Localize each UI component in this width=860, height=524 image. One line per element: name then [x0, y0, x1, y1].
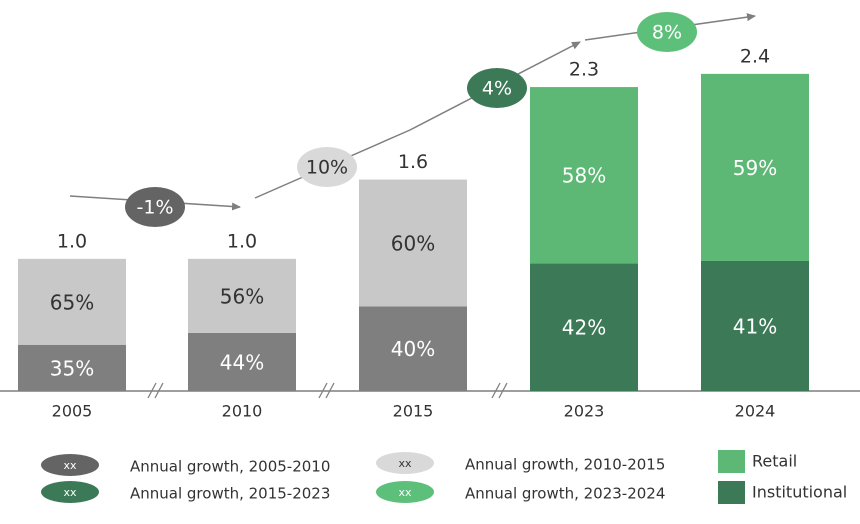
growth-label: 4% — [482, 78, 512, 100]
bar-segment — [359, 306, 467, 391]
segment-label: 44% — [220, 350, 264, 374]
break-mark — [318, 382, 328, 399]
segment-label: 59% — [733, 156, 777, 180]
segment-label: 41% — [733, 314, 777, 338]
total-label: 1.0 — [57, 230, 87, 252]
segment-label: 35% — [50, 356, 94, 380]
break-mark — [325, 382, 335, 399]
x-tick-label: 2005 — [52, 402, 93, 421]
bar-segment — [701, 260, 809, 391]
legend-symbol-text: xx — [398, 457, 412, 470]
legend-symbol — [41, 454, 99, 476]
segment-label: 65% — [50, 290, 94, 314]
legend-symbol — [41, 481, 99, 503]
axis-breaks — [147, 382, 508, 399]
legend-swatch — [718, 450, 745, 473]
growth-label: 8% — [652, 22, 682, 44]
break-mark — [147, 382, 157, 399]
growth-label: -1% — [137, 197, 174, 219]
legend-symbol-text: xx — [398, 486, 412, 499]
legend-symbol-text: xx — [63, 459, 77, 472]
legend-symbol-text: xx — [63, 486, 77, 499]
growth-label: 10% — [306, 157, 348, 179]
legend-label: Retail — [752, 452, 797, 471]
bar-segment — [701, 73, 809, 261]
growth-bubble — [467, 68, 527, 108]
total-label: 2.4 — [740, 45, 770, 67]
legend-label: Annual growth, 2023-2024 — [465, 485, 665, 503]
bar-segment — [188, 258, 296, 333]
segment-label: 42% — [562, 316, 606, 340]
x-tick-label: 2023 — [564, 402, 605, 421]
bar-segment — [188, 332, 296, 391]
legend-symbol — [376, 452, 434, 474]
break-mark — [498, 382, 508, 399]
growth-bubble — [637, 12, 697, 52]
x-tick-label: 2015 — [393, 402, 434, 421]
x-tick-label: 2024 — [735, 402, 776, 421]
break-mark — [491, 382, 501, 399]
legend-label: Annual growth, 2015-2023 — [130, 485, 330, 503]
total-label: 2.3 — [569, 59, 599, 81]
bar-segment — [359, 179, 467, 307]
legend-label: Annual growth, 2005-2010 — [130, 458, 330, 476]
growth-bubble — [297, 147, 357, 187]
segment-label: 56% — [220, 284, 264, 308]
bar-segment — [18, 344, 126, 391]
segment-label: 58% — [562, 164, 606, 188]
growth-bubble — [125, 187, 185, 227]
total-label: 1.0 — [227, 230, 257, 252]
segment-label: 40% — [391, 337, 435, 361]
break-mark — [154, 382, 164, 399]
x-tick-label: 2010 — [222, 402, 263, 421]
legend-symbol — [376, 481, 434, 503]
bar-segment — [18, 258, 126, 345]
bar-segment — [530, 87, 638, 264]
bar-segment — [530, 263, 638, 391]
legend-swatch — [718, 481, 745, 504]
legend-label: Institutional — [752, 483, 847, 502]
total-label: 1.6 — [398, 151, 428, 173]
segment-label: 60% — [391, 232, 435, 256]
legend-label: Annual growth, 2010-2015 — [465, 456, 665, 474]
